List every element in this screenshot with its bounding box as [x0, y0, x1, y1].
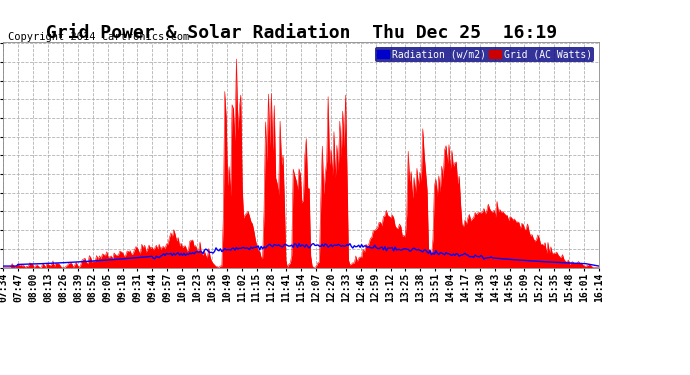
Title: Grid Power & Solar Radiation  Thu Dec 25  16:19: Grid Power & Solar Radiation Thu Dec 25 …: [46, 24, 557, 42]
Text: Copyright 2014 Cartronics.com: Copyright 2014 Cartronics.com: [8, 32, 190, 42]
Legend: Radiation (w/m2), Grid (AC Watts): Radiation (w/m2), Grid (AC Watts): [375, 47, 594, 62]
